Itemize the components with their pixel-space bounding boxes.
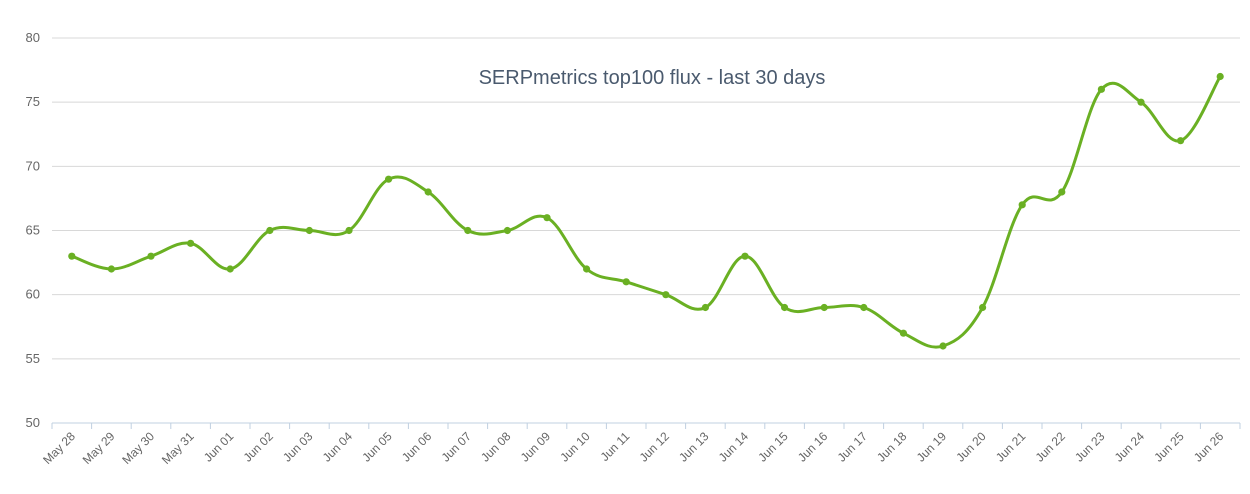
x-tick-label: Jun 22 [1033,429,1069,465]
series-line [70,75,1222,349]
data-point[interactable] [1018,201,1026,209]
x-tick-label: Jun 13 [676,429,712,465]
data-point[interactable] [860,303,868,312]
x-tick-label: Jun 15 [755,429,791,465]
x-tick-label: Jun 24 [1112,429,1148,465]
x-tick-label: Jun 06 [399,429,435,465]
data-point[interactable] [899,329,908,337]
x-tick-label: Jun 04 [320,429,356,465]
y-tick-label: 80 [26,30,40,45]
data-point[interactable] [226,265,234,273]
data-point[interactable] [741,252,749,260]
y-tick-label: 55 [26,351,40,366]
x-tick-label: Jun 03 [280,429,316,465]
x-tick-label: Jun 10 [557,429,593,465]
x-tick-label: Jun 11 [598,429,633,464]
data-point[interactable] [68,252,76,260]
data-point[interactable] [187,239,195,247]
data-point[interactable] [781,303,789,312]
data-point[interactable] [1177,137,1185,145]
x-tick-label: Jun 16 [795,429,831,465]
x-tick-label: May 30 [119,429,157,467]
y-axis: 50 55 60 65 70 75 80 [26,30,40,430]
data-point[interactable] [1216,72,1224,81]
y-tick-label: 65 [26,223,40,238]
data-point[interactable] [1097,85,1105,93]
x-tick-label: Jun 01 [201,429,237,465]
data-point[interactable] [939,342,947,350]
x-tick-label: Jun 12 [637,429,673,465]
x-tick-label: Jun 05 [359,429,395,465]
x-tick-label: Jun 07 [439,429,475,465]
data-point[interactable] [345,226,353,235]
x-tick-label: Jun 19 [914,429,950,465]
data-point[interactable] [147,252,155,260]
data-point[interactable] [107,265,115,273]
data-point[interactable] [503,226,511,235]
x-axis: May 28 May 29 May 30 May 31 Jun 01 Jun 02 Jun … [40,422,1241,467]
x-tick-label: Jun 23 [1072,429,1108,465]
x-tick-label: Jun 21 [993,429,1029,465]
data-point[interactable] [266,226,274,235]
x-tick-label: Jun 14 [716,429,752,465]
y-tick-label: 60 [26,287,40,302]
data-point[interactable] [1058,188,1066,196]
grid [52,37,1240,424]
x-tick-label: Jun 09 [518,429,554,465]
data-point[interactable] [464,226,472,235]
y-tick-label: 50 [26,415,40,430]
data-point[interactable] [385,175,393,183]
x-tick-label: May 31 [159,429,197,467]
y-tick-label: 70 [26,158,40,173]
x-tick-label: Jun 18 [874,429,910,465]
data-point[interactable] [543,214,551,222]
data-point[interactable] [979,303,987,312]
x-tick-label: Jun 26 [1191,429,1227,465]
x-tick-label: Jun 17 [835,429,871,465]
y-tick-label: 75 [26,94,40,109]
data-point[interactable] [622,278,630,286]
series-layer [68,72,1224,350]
data-point[interactable] [820,303,828,312]
data-point[interactable] [1137,98,1145,106]
data-point[interactable] [424,188,432,196]
x-tick-label: Jun 02 [241,429,277,465]
x-tick-label: Jun 08 [478,429,514,465]
x-tick-label: May 29 [80,429,118,467]
data-point[interactable] [701,303,710,312]
x-tick-label: Jun 20 [953,429,989,465]
data-point[interactable] [662,291,670,299]
data-point[interactable] [583,265,591,273]
x-tick-label: Jun 25 [1151,429,1187,465]
chart-title: SERPmetrics top100 flux - last 30 days [479,67,826,89]
x-tick-label: May 28 [40,429,78,467]
data-point[interactable] [305,226,313,235]
